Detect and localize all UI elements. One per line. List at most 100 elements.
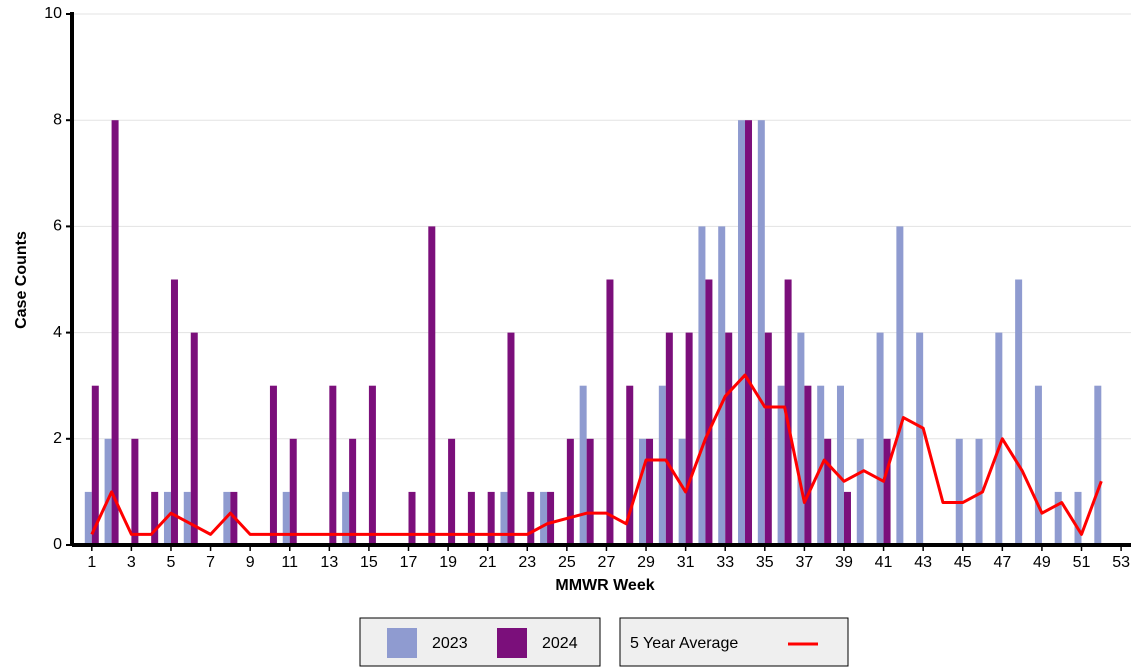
- x-tick-label: 3: [127, 554, 136, 571]
- x-tick-label: 31: [677, 554, 695, 571]
- bar: [500, 491, 508, 545]
- bar: [1074, 491, 1082, 545]
- bar: [725, 332, 733, 545]
- bar: [639, 438, 647, 545]
- bar: [282, 491, 290, 545]
- y-tick-label: 10: [44, 5, 62, 22]
- bar: [896, 226, 904, 545]
- y-tick-label: 8: [53, 111, 62, 128]
- legend-swatch: [387, 628, 417, 658]
- bar: [856, 438, 864, 545]
- bar: [579, 385, 587, 545]
- x-tick-label: 15: [360, 554, 378, 571]
- bar: [606, 279, 614, 545]
- bar: [626, 385, 634, 545]
- bar: [428, 226, 436, 545]
- bar: [955, 438, 963, 545]
- bar: [269, 385, 277, 545]
- bar: [467, 491, 475, 545]
- bar: [718, 226, 726, 545]
- y-tick-label: 0: [53, 536, 62, 553]
- bar: [1094, 385, 1102, 545]
- y-tick-label: 4: [53, 324, 62, 341]
- x-tick-label: 53: [1112, 554, 1130, 571]
- bar: [170, 279, 178, 545]
- bar: [84, 491, 92, 545]
- bar: [646, 438, 654, 545]
- legend-box: [619, 617, 849, 667]
- x-tick-label: 39: [835, 554, 853, 571]
- x-tick-label: 5: [167, 554, 176, 571]
- bar: [705, 279, 713, 545]
- x-tick-label: 27: [598, 554, 616, 571]
- x-tick-label: 9: [246, 554, 255, 571]
- x-tick-label: 21: [479, 554, 497, 571]
- bar: [876, 332, 884, 545]
- y-tick-label: 6: [53, 218, 62, 235]
- bar: [738, 120, 746, 545]
- bar: [151, 491, 159, 545]
- bar: [507, 332, 515, 545]
- x-tick-label: 41: [875, 554, 893, 571]
- x-tick-label: 17: [400, 554, 418, 571]
- legend-swatch: [497, 628, 527, 658]
- bar: [804, 385, 812, 545]
- bar: [368, 385, 376, 545]
- average-line: [90, 373, 1103, 536]
- bar: [487, 491, 495, 545]
- legend-label: 2024: [542, 635, 578, 652]
- bar: [824, 438, 832, 545]
- x-tick-label: 11: [281, 554, 298, 571]
- x-tick-label: 19: [439, 554, 457, 571]
- bar: [104, 438, 112, 545]
- bar: [836, 385, 844, 545]
- x-tick-label: 25: [558, 554, 576, 571]
- bar: [131, 438, 139, 545]
- x-tick-label: 33: [716, 554, 734, 571]
- bar: [540, 491, 548, 545]
- bar: [843, 491, 851, 545]
- x-axis-label: MMWR Week: [555, 577, 654, 594]
- bar: [547, 491, 555, 545]
- bar: [757, 120, 765, 545]
- x-tick-label: 13: [320, 554, 338, 571]
- bar: [685, 332, 693, 545]
- bar: [658, 385, 666, 545]
- bar: [1054, 491, 1062, 545]
- bar: [329, 385, 337, 545]
- bar: [1015, 279, 1023, 545]
- bar: [190, 332, 198, 545]
- x-tick-label: 37: [795, 554, 813, 571]
- y-axis-label: Case Counts: [13, 231, 30, 329]
- bar: [784, 279, 792, 545]
- x-tick-label: 29: [637, 554, 655, 571]
- bar: [698, 226, 706, 545]
- legend-label: 5 Year Average: [630, 635, 738, 652]
- bar: [566, 438, 574, 545]
- legend-label: 2023: [432, 635, 468, 652]
- bar: [995, 332, 1003, 545]
- bar: [91, 385, 99, 545]
- bar: [975, 438, 983, 545]
- bar: [183, 491, 191, 545]
- x-tick-label: 7: [206, 554, 215, 571]
- bar: [408, 491, 416, 545]
- x-tick-label: 45: [954, 554, 972, 571]
- bar: [1034, 385, 1042, 545]
- y-tick-label: 2: [53, 430, 62, 447]
- bar: [665, 332, 673, 545]
- bar: [764, 332, 772, 545]
- bar: [111, 120, 119, 545]
- bar: [349, 438, 357, 545]
- bar: [777, 385, 785, 545]
- x-tick-label: 43: [914, 554, 932, 571]
- bar: [797, 332, 805, 545]
- bar: [916, 332, 924, 545]
- bar: [289, 438, 297, 545]
- x-tick-label: 51: [1073, 554, 1091, 571]
- x-tick-label: 49: [1033, 554, 1051, 571]
- bar: [745, 120, 753, 545]
- bar: [586, 438, 594, 545]
- bar: [527, 491, 535, 545]
